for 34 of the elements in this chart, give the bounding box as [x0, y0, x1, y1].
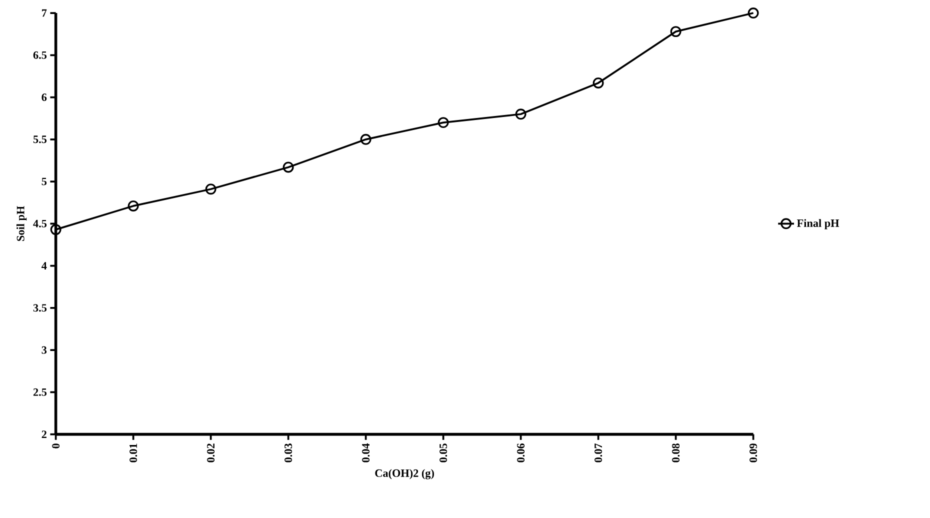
x-tick-label: 0.01: [130, 444, 138, 462]
point: [748, 8, 759, 19]
point: [670, 26, 682, 38]
y-tick-label: 5: [42, 178, 47, 186]
x-tick-label: 0.03: [284, 444, 292, 462]
y-tick-label: 2.5: [33, 388, 47, 396]
x-tick-label: 0: [52, 444, 60, 448]
y-tick-label: 3: [42, 346, 47, 354]
y-tick-label: 2: [42, 430, 46, 438]
y-tick-label: 4: [42, 262, 47, 270]
x-tick-label: 0.05: [440, 444, 448, 462]
point: [515, 108, 526, 120]
point: [282, 162, 294, 173]
x-tick-label: 0.09: [750, 444, 758, 462]
legend-label: Final pH: [796, 219, 840, 230]
y-tick-label: 6.5: [33, 51, 47, 59]
y-axis-title: Soil pH: [16, 206, 27, 241]
y-tick-label: 6: [42, 94, 47, 102]
point: [360, 134, 372, 145]
y-tick-label: 7: [42, 9, 47, 17]
x-tick-label: 0.06: [517, 443, 525, 462]
y-tick-label: 3.5: [33, 304, 47, 312]
x-tick-label: 0.07: [594, 443, 602, 462]
x-axis-title: Ca(OH)2 (g): [375, 469, 434, 480]
point: [592, 77, 604, 88]
x-tick-label: 0.02: [207, 444, 215, 462]
point: [438, 117, 449, 128]
y-tick-label: 5.5: [33, 136, 47, 144]
x-tick-label: 0.08: [672, 444, 680, 462]
y-tick-label: 4.5: [33, 220, 47, 228]
point: [205, 184, 216, 195]
point: [50, 224, 62, 236]
point: [128, 200, 139, 212]
x-tick-label: 0.04: [362, 443, 370, 462]
